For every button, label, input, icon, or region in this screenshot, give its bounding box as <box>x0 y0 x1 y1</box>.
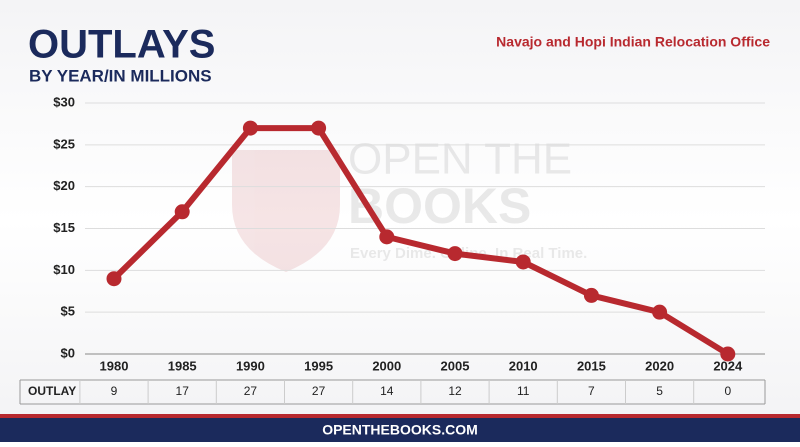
table-row-label: OUTLAY <box>28 384 76 398</box>
x-tick-label: 2000 <box>372 358 401 373</box>
y-tick-label: $15 <box>53 220 75 235</box>
table-value: 11 <box>517 384 530 398</box>
point <box>583 287 599 303</box>
y-tick-label: $5 <box>61 304 75 319</box>
table-value: 5 <box>656 384 663 398</box>
x-tick-label: 2010 <box>509 358 538 373</box>
table-value: 9 <box>111 384 118 398</box>
point <box>515 254 531 270</box>
x-tick-label: 1980 <box>100 358 129 373</box>
y-tick-label: $0 <box>61 345 75 360</box>
line-series <box>111 125 730 357</box>
x-tick-label: 1985 <box>168 358 197 373</box>
x-tick-label: 1990 <box>236 358 265 373</box>
point <box>379 229 395 245</box>
chart-subtitle: BY YEAR/IN MILLIONS <box>29 66 212 85</box>
point <box>242 120 258 136</box>
y-tick-label: $30 <box>53 94 75 109</box>
point <box>106 271 122 287</box>
footer-stripe <box>0 414 800 418</box>
point <box>447 246 463 262</box>
y-tick-label: $20 <box>53 178 75 193</box>
x-tick-label: 1995 <box>304 358 333 373</box>
watermark-shield <box>232 150 340 272</box>
footer-text: OPENTHEBOOKS.COM <box>322 422 478 438</box>
watermark-text: OPEN THE <box>348 135 572 184</box>
y-tick-label: $10 <box>53 262 75 277</box>
chart-title: OUTLAYS <box>28 23 215 67</box>
point <box>174 204 190 220</box>
y-tick-label: $25 <box>53 136 75 151</box>
point <box>311 120 327 136</box>
point <box>720 346 736 362</box>
table-value: 14 <box>380 384 394 398</box>
footer-bar <box>0 418 800 442</box>
table-value: 0 <box>724 384 731 398</box>
table-value: 27 <box>244 384 258 398</box>
table-value: 27 <box>312 384 326 398</box>
x-tick-label: 2020 <box>645 358 674 373</box>
table-value: 17 <box>176 384 190 398</box>
x-tick-label: 2015 <box>577 358 606 373</box>
x-tick-label: 2005 <box>441 358 470 373</box>
table-value: 12 <box>448 384 462 398</box>
x-tick-label: 2024 <box>713 358 743 373</box>
agency-name: Navajo and Hopi Indian Relocation Office <box>496 34 770 50</box>
point <box>652 304 668 320</box>
table-value: 7 <box>588 384 595 398</box>
